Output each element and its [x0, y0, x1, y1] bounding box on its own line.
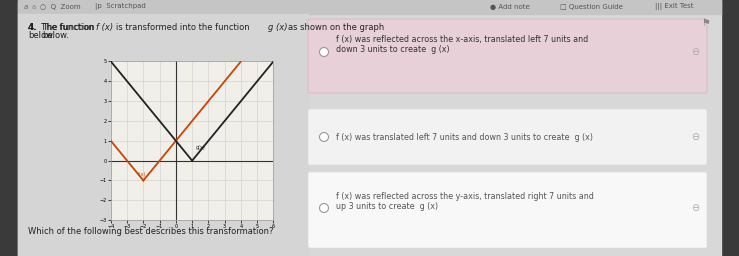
Text: as shown on the graph: as shown on the graph: [288, 23, 384, 32]
FancyBboxPatch shape: [308, 19, 707, 93]
Text: f(x): f(x): [137, 172, 146, 177]
Text: g (x): g (x): [268, 23, 287, 32]
Text: f (x) was reflected across the x-axis, translated left 7 units and: f (x) was reflected across the x-axis, t…: [336, 35, 588, 44]
Text: below.: below.: [42, 31, 69, 40]
Text: ○  Q  Zoom: ○ Q Zoom: [40, 4, 81, 10]
Text: up 3 units to create  g (x): up 3 units to create g (x): [336, 202, 438, 211]
Text: □ Question Guide: □ Question Guide: [560, 4, 623, 10]
Text: f (x) was reflected across the y-axis, translated right 7 units and: f (x) was reflected across the y-axis, t…: [336, 192, 594, 201]
Text: ||| Exit Test: ||| Exit Test: [655, 4, 693, 10]
Text: ⊖: ⊖: [691, 203, 699, 213]
Text: is transformed into the function: is transformed into the function: [116, 23, 250, 32]
Text: f (x) was translated left 7 units and down 3 units to create  g (x): f (x) was translated left 7 units and do…: [336, 133, 593, 142]
Circle shape: [319, 133, 329, 142]
Circle shape: [319, 204, 329, 212]
Text: ● Add note: ● Add note: [490, 4, 530, 10]
Bar: [18, 14, 308, 256]
Text: ⊖: ⊖: [691, 132, 699, 142]
Text: f (x): f (x): [96, 23, 113, 32]
Text: a: a: [32, 4, 36, 10]
Text: |p  Scratchpad: |p Scratchpad: [95, 4, 146, 10]
Text: 4.: 4.: [28, 23, 38, 32]
Text: ⚑: ⚑: [701, 18, 710, 28]
Text: Which of the following best describes this transformation?: Which of the following best describes th…: [28, 227, 273, 236]
Bar: [18, 0, 721, 14]
FancyBboxPatch shape: [308, 172, 707, 248]
Text: below.: below.: [28, 31, 55, 40]
Text: ⊖: ⊖: [691, 47, 699, 57]
Bar: [721, 0, 739, 256]
Circle shape: [319, 48, 329, 57]
Bar: [0, 0, 18, 256]
Text: 4.  The function: 4. The function: [28, 23, 97, 32]
Text: a: a: [24, 4, 28, 10]
Text: g(x): g(x): [195, 145, 205, 150]
Text: down 3 units to create  g (x): down 3 units to create g (x): [336, 45, 449, 54]
FancyBboxPatch shape: [308, 109, 707, 165]
Text: The function: The function: [42, 23, 98, 32]
